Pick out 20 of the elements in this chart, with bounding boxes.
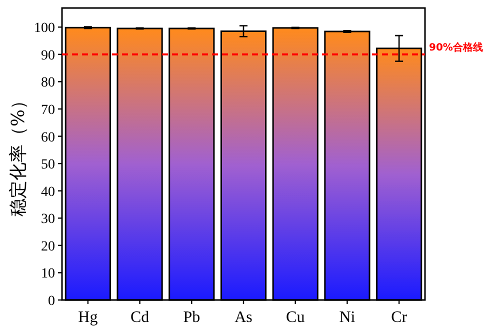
y-tick-label: 80 [41,76,55,91]
y-tick-label: 20 [41,239,55,254]
y-tick-label: 40 [41,184,55,200]
x-tick-label: Hg [78,309,98,326]
y-tick-label: 0 [48,294,55,309]
y-tick-label: 100 [34,21,55,36]
y-tick-label: 70 [41,102,55,118]
y-tick-label: 50 [41,158,55,173]
x-tick-label: Cr [391,309,408,326]
x-tick-label: Pb [183,309,200,326]
y-tick-label: 10 [41,266,55,282]
y-tick-label: 60 [41,130,55,146]
y-tick-label: 30 [41,212,55,228]
x-tick-label: Cd [130,309,150,326]
ref-line-label: 90%合格线 [429,41,483,54]
x-tick-label: Ni [339,309,356,326]
y-tick-label: 90 [41,48,55,64]
x-tick-label: As [234,309,252,326]
x-tick-label: Cu [286,309,305,326]
y-axis-title: 稳定化率（%） [8,91,29,217]
